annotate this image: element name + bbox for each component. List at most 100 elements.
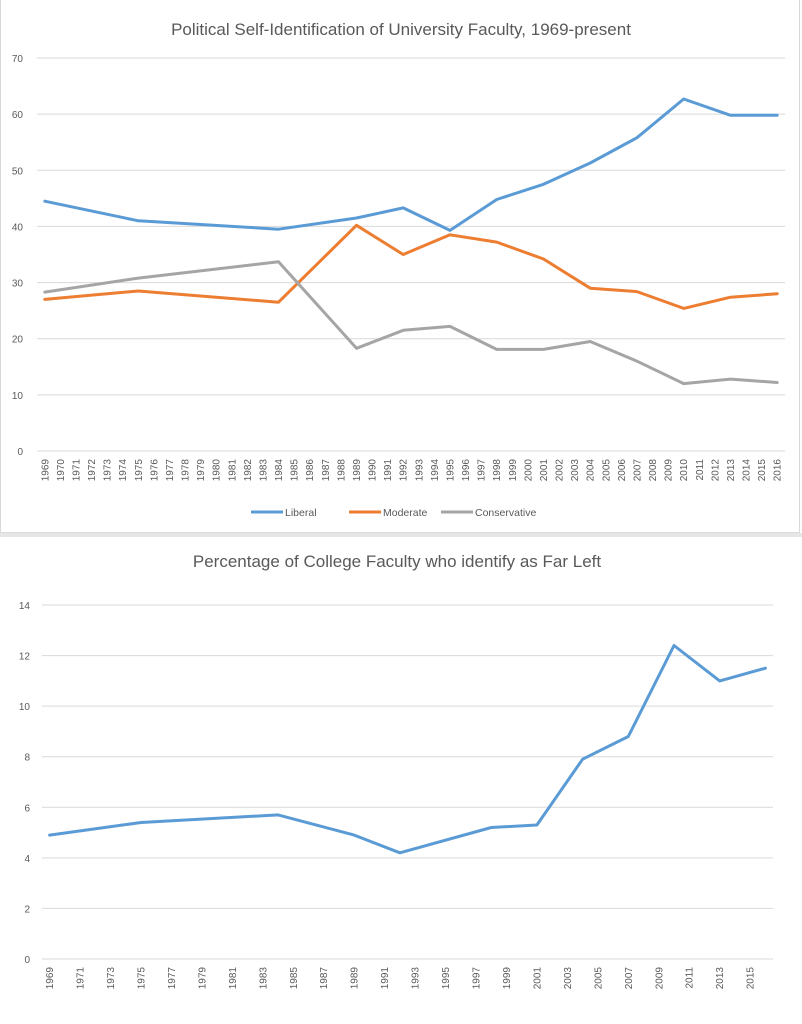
chart1-x-tick-label: 1991: [383, 459, 394, 482]
chart2-x-tick-label: 2011: [685, 967, 696, 989]
legend-label: Liberal: [285, 507, 317, 519]
chart2-y-axis: 0 2 4 6 8 10 12 14: [19, 601, 31, 966]
chart2-y-tick-label: 8: [24, 753, 30, 764]
chart1-y-tick-label: 40: [12, 222, 24, 233]
chart2-x-tick-label: 1995: [441, 967, 452, 990]
chart1-x-tick-label: 2009: [664, 459, 675, 482]
chart2-series: [48, 644, 767, 855]
chart1-x-tick-label: 1990: [368, 459, 379, 482]
chart1-x-tick-label: 2001: [539, 459, 550, 482]
chart2-gridlines: [42, 604, 773, 960]
chart1-x-tick-label: 1986: [305, 459, 316, 482]
chart1-series: [43, 97, 779, 386]
chart2-x-tick-label: 1989: [350, 967, 361, 990]
chart1-x-tick-label: 2003: [570, 459, 581, 482]
chart1-title: Political Self-Identification of Univers…: [171, 20, 631, 39]
chart2-x-tick-label: 2005: [593, 967, 604, 990]
chart1-x-tick-label: 1978: [181, 459, 192, 482]
chart1-x-tick-label: 1973: [103, 459, 114, 482]
chart1-x-tick-label: 2002: [555, 459, 566, 482]
chart1-x-axis: 1969 1970 1971 1972 1973 1974 1975 1976 1977 1978…: [40, 459, 783, 482]
chart1-svg: Political Self-Identification of Univers…: [12, 20, 785, 519]
chart1-x-tick-label: 1976: [149, 459, 160, 482]
legend-item-liberal: Liberal: [251, 507, 317, 519]
chart1-x-tick-label: 1972: [87, 459, 98, 482]
chart2-y-tick-label: 10: [19, 702, 31, 713]
chart1-x-tick-label: 1984: [274, 459, 285, 482]
chart1-x-tick-label: 1979: [196, 459, 207, 482]
chart1-y-tick-label: 20: [12, 335, 24, 346]
chart2-x-tick-label: 1985: [289, 967, 300, 990]
chart1-x-tick-label: 1969: [40, 459, 51, 482]
far-left-chart: Percentage of College Faculty who identi…: [0, 537, 802, 1024]
chart1-x-tick-label: 1998: [492, 459, 503, 482]
chart1-legend: Liberal Moderate Conservative: [251, 507, 536, 519]
chart1-x-tick-label: 2014: [742, 459, 753, 482]
chart1-x-tick-label: 1970: [56, 459, 67, 482]
series-line-conservative: [43, 260, 779, 386]
chart1-x-tick-label: 2011: [695, 459, 706, 481]
chart2-x-tick-label: 1991: [380, 967, 391, 990]
chart2-y-tick-label: 12: [19, 652, 31, 663]
legend-label: Conservative: [475, 507, 536, 519]
chart2-y-tick-label: 4: [24, 854, 30, 865]
chart2-x-tick-label: 1977: [167, 967, 178, 990]
chart2-x-tick-label: 2009: [654, 967, 665, 990]
chart1-x-tick-label: 1971: [71, 459, 82, 482]
series-line-moderate: [43, 223, 779, 310]
legend-item-moderate: Moderate: [349, 507, 428, 519]
chart2-x-tick-label: 1979: [197, 967, 208, 990]
chart1-y-tick-label: 60: [12, 110, 24, 121]
chart1-x-tick-label: 2012: [710, 459, 721, 482]
chart1-x-tick-label: 2013: [726, 459, 737, 482]
chart2-svg: Percentage of College Faculty who identi…: [19, 552, 773, 990]
chart1-x-tick-label: 2010: [679, 459, 690, 482]
chart2-x-tick-label: 2007: [624, 967, 635, 990]
chart1-y-axis: 0 10 20 30 40 50 60 70: [12, 54, 24, 458]
chart1-y-tick-label: 50: [12, 166, 24, 177]
chart1-x-tick-label: 2005: [601, 459, 612, 482]
chart1-y-tick-label: 30: [12, 279, 24, 290]
chart2-x-tick-label: 2015: [746, 967, 757, 990]
chart2-x-tick-label: 1999: [502, 967, 513, 990]
chart1-x-tick-label: 1982: [243, 459, 254, 482]
chart2-x-tick-label: 1993: [411, 967, 422, 990]
chart2-y-tick-label: 0: [24, 955, 30, 966]
chart1-x-tick-label: 1989: [352, 459, 363, 482]
chart1-x-tick-label: 1983: [258, 459, 269, 482]
chart2-x-tick-label: 1969: [45, 967, 56, 990]
chart1-x-tick-label: 2016: [773, 459, 784, 482]
legend-item-conservative: Conservative: [441, 507, 536, 519]
chart2-x-tick-label: 1987: [319, 967, 330, 990]
chart2-x-tick-label: 1973: [106, 967, 117, 990]
chart1-x-tick-label: 2000: [523, 459, 534, 482]
chart2-x-axis: 1969 1971 1973 1975 1977 1979 1981 1983 1985 1987…: [45, 967, 757, 990]
chart2-x-tick-label: 1981: [228, 967, 239, 990]
chart1-y-tick-label: 10: [12, 391, 24, 402]
chart1-x-tick-label: 1993: [414, 459, 425, 482]
chart1-x-tick-label: 1975: [134, 459, 145, 482]
chart2-x-tick-label: 1971: [76, 967, 87, 990]
chart1-x-tick-label: 2007: [632, 459, 643, 482]
chart1-x-tick-label: 1987: [321, 459, 332, 482]
chart1-x-tick-label: 1996: [461, 459, 472, 482]
chart1-x-tick-label: 1974: [118, 459, 129, 482]
chart1-x-tick-label: 1985: [290, 459, 301, 482]
chart1-x-tick-label: 1977: [165, 459, 176, 482]
chart1-x-tick-label: 1995: [445, 459, 456, 482]
chart1-x-tick-label: 2004: [586, 459, 597, 482]
chart1-x-tick-label: 1999: [508, 459, 519, 482]
chart2-x-tick-label: 2013: [715, 967, 726, 990]
chart1-x-tick-label: 1980: [212, 459, 223, 482]
chart1-x-tick-label: 1988: [336, 459, 347, 482]
chart1-x-tick-label: 1994: [430, 459, 441, 482]
chart2-y-tick-label: 6: [24, 803, 30, 814]
chart1-x-tick-label: 1981: [227, 459, 238, 482]
chart1-y-tick-label: 0: [17, 447, 23, 458]
chart1-x-tick-label: 2008: [648, 459, 659, 482]
series-line-far-left: [48, 644, 767, 855]
chart2-y-tick-label: 2: [24, 904, 30, 915]
chart1-x-tick-label: 2015: [757, 459, 768, 482]
series-line-liberal: [43, 97, 779, 232]
chart2-x-tick-label: 1997: [472, 967, 483, 990]
